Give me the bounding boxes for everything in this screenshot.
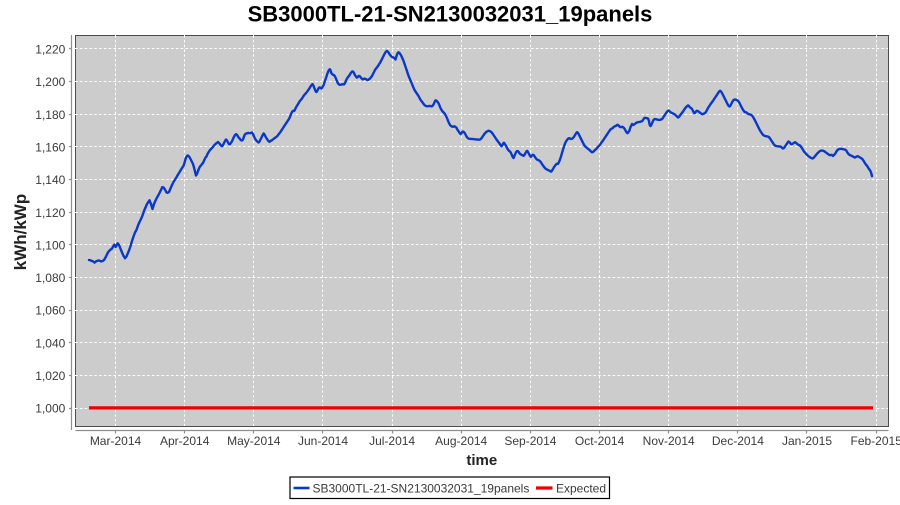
svg-text:SB3000TL-21-SN2130032031_19pan: SB3000TL-21-SN2130032031_19panels: [248, 2, 653, 27]
svg-text:SB3000TL-21-SN2130032031_19pan: SB3000TL-21-SN2130032031_19panels: [313, 482, 530, 496]
svg-text:Jul-2014: Jul-2014: [369, 434, 415, 448]
svg-text:Apr-2014: Apr-2014: [160, 434, 210, 448]
svg-text:Expected: Expected: [556, 482, 606, 496]
svg-text:1,160: 1,160: [35, 141, 65, 155]
svg-text:1,020: 1,020: [35, 369, 65, 383]
svg-text:Jun-2014: Jun-2014: [298, 434, 348, 448]
svg-text:Oct-2014: Oct-2014: [575, 434, 625, 448]
svg-text:1,080: 1,080: [35, 271, 65, 285]
svg-text:Nov-2014: Nov-2014: [643, 434, 695, 448]
svg-text:1,220: 1,220: [35, 43, 65, 57]
svg-text:1,140: 1,140: [35, 173, 65, 187]
svg-text:Feb-2015: Feb-2015: [851, 434, 900, 448]
svg-text:Sep-2014: Sep-2014: [504, 434, 556, 448]
svg-text:Aug-2014: Aug-2014: [435, 434, 487, 448]
svg-text:1,120: 1,120: [35, 206, 65, 220]
svg-text:time: time: [466, 452, 497, 469]
svg-text:1,200: 1,200: [35, 75, 65, 89]
svg-text:Jan-2015: Jan-2015: [782, 434, 832, 448]
svg-text:Dec-2014: Dec-2014: [712, 434, 764, 448]
svg-text:1,060: 1,060: [35, 304, 65, 318]
svg-text:May-2014: May-2014: [227, 434, 281, 448]
svg-text:kWh/kWp: kWh/kWp: [11, 194, 30, 271]
svg-text:Mar-2014: Mar-2014: [90, 434, 142, 448]
svg-text:1,000: 1,000: [35, 402, 65, 416]
svg-text:1,180: 1,180: [35, 108, 65, 122]
svg-text:1,100: 1,100: [35, 238, 65, 252]
svg-text:1,040: 1,040: [35, 336, 65, 350]
